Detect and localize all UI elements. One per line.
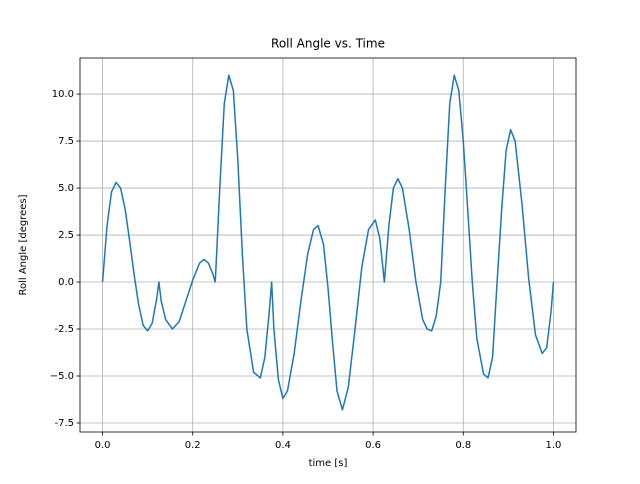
- y-tick-label: 7.5: [58, 136, 74, 147]
- x-tick-label: 0.4: [275, 440, 291, 451]
- x-tick-label: 0.0: [95, 440, 111, 451]
- x-tick-label: 0.8: [455, 440, 471, 451]
- data-line: [101, 74, 555, 411]
- x-axis-label: time [s]: [309, 458, 348, 469]
- y-tick-label: 2.5: [58, 230, 74, 241]
- y-tick-label: 5.0: [58, 183, 74, 194]
- plot-frame: [79, 57, 577, 433]
- y-tick-label: 0.0: [58, 277, 74, 288]
- x-tick-label: 0.6: [365, 440, 381, 451]
- x-tick-label: 1.0: [546, 440, 562, 451]
- x-tick-label: 0.2: [185, 440, 201, 451]
- y-tick-label: -7.5: [54, 418, 74, 429]
- chart-title: Roll Angle vs. Time: [271, 37, 385, 51]
- y-tick-label: -2.5: [54, 324, 74, 335]
- y-axis-label: Roll Angle [degrees]: [18, 194, 29, 295]
- y-tick-label: 10.0: [52, 89, 74, 100]
- y-tick-label: −5.0: [50, 371, 74, 382]
